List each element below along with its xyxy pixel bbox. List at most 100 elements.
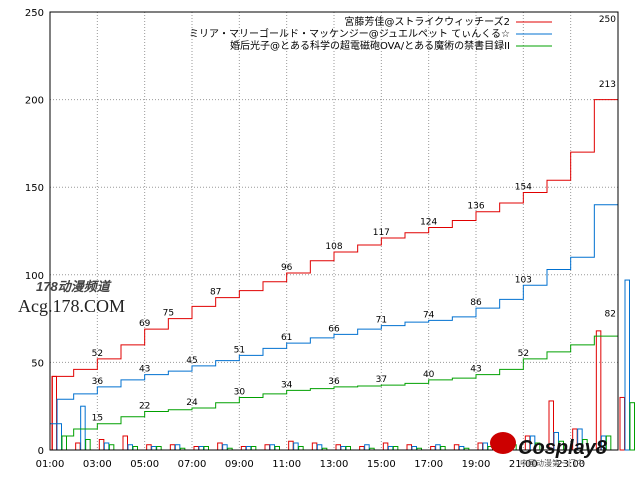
watermark-cosplay8-sub: 中国动漫第一门户: [520, 459, 584, 468]
x-tick-label: 03:00: [83, 459, 112, 470]
data-label: 45: [186, 356, 197, 366]
series-line: [50, 12, 619, 451]
hourly-bar: [193, 445, 199, 451]
data-label: 34: [281, 380, 293, 390]
hourly-bar: [430, 445, 436, 451]
hourly-bar: [298, 445, 304, 451]
data-label: 36: [92, 377, 104, 387]
y-tick-label: 150: [25, 183, 44, 194]
data-label: 103: [515, 275, 532, 285]
point-label-layer: 52 69 75 87 96 108 117 124 136 154 250 36 43 45 51 61 66…: [92, 15, 617, 424]
data-label: 30: [234, 387, 246, 397]
hourly-bar: [127, 444, 133, 451]
data-label: 71: [376, 316, 387, 326]
y-tick-label: 50: [31, 358, 44, 369]
hourly-bar: [264, 444, 270, 451]
hourly-bar: [274, 445, 280, 451]
hourly-bar: [629, 402, 635, 451]
data-label: 40: [423, 370, 435, 380]
hourly-bar: [364, 444, 370, 451]
x-tick-label: 23:00: [556, 459, 585, 470]
data-label: 66: [328, 324, 340, 334]
hourly-bar: [624, 279, 630, 451]
hourly-bar: [340, 445, 346, 451]
hourly-bar: [595, 330, 602, 451]
hourly-bar: [440, 445, 446, 451]
y-tick-label: 0: [38, 446, 44, 457]
data-label: 87: [210, 288, 221, 298]
hourly-bar: [146, 444, 152, 451]
legend-label: ミリア・マリーゴールド・マッケンジー@ジュエルペット てぃんくる☆: [189, 27, 510, 40]
hourly-bar: [411, 445, 417, 451]
hourly-bar: [85, 438, 91, 451]
data-label: 124: [420, 217, 437, 227]
x-tick-label: 07:00: [178, 459, 207, 470]
hourly-bar: [240, 445, 247, 451]
hourly-bar: [288, 440, 294, 451]
hourly-bar: [151, 445, 157, 451]
y-tick-label: 200: [25, 96, 44, 107]
hourly-bar: [203, 445, 209, 451]
data-label: 82: [605, 309, 616, 319]
hourly-bar: [453, 444, 460, 451]
data-label: 136: [467, 202, 484, 212]
hourly-bar: [250, 445, 257, 451]
data-label: 117: [373, 228, 390, 238]
x-tick-label: 21:00: [509, 459, 538, 470]
data-label: 36: [328, 377, 340, 387]
hourly-bar: [198, 445, 204, 451]
series-line: [50, 306, 619, 451]
hourly-bar: [293, 442, 299, 451]
hourly-bar: [382, 442, 389, 451]
legend-label: 婚后光子@とある科学の超電磁砲OVA/とある魔術の禁書目録II: [230, 39, 510, 52]
data-label: 24: [186, 398, 198, 408]
hourly-bar: [605, 435, 612, 451]
hourly-bar: [75, 442, 81, 451]
line-layer: [50, 12, 619, 451]
x-axis: 01:00 03:00 05:00 07:00 09:00 11:00 13:00 15:00…: [36, 459, 585, 470]
hourly-bar: [345, 445, 351, 451]
hourly-bar: [311, 442, 318, 451]
hourly-bar: [335, 444, 341, 451]
watermark-178-url: Acg.178.COM: [18, 296, 125, 316]
y-axis: 0 50 100 150 200 250: [25, 8, 44, 457]
series-line: [50, 76, 619, 425]
data-label: 22: [139, 401, 150, 411]
hourly-bar: [482, 442, 488, 451]
data-label: 52: [92, 349, 103, 359]
data-label: 43: [139, 365, 150, 375]
grid: [49, 11, 618, 451]
y-tick-label: 250: [25, 8, 44, 19]
hourly-bar: [222, 444, 228, 451]
data-label: 74: [423, 310, 435, 320]
hourly-bar: [458, 445, 465, 451]
x-tick-label: 09:00: [225, 459, 254, 470]
hourly-bar: [406, 444, 412, 451]
data-label: 96: [281, 263, 293, 273]
hourly-bar: [316, 444, 323, 451]
x-tick-label: 05:00: [130, 459, 159, 470]
hourly-bar: [103, 442, 110, 451]
hourly-bar: [359, 445, 365, 451]
x-tick-label: 11:00: [272, 459, 301, 470]
hourly-bar: [174, 444, 181, 451]
legend: 宮藤芳佳@ストライクウィッチーズ2ミリア・マリーゴールド・マッケンジー@ジュエル…: [189, 15, 552, 52]
x-tick-label: 19:00: [462, 459, 491, 470]
hourly-bar: [80, 405, 86, 451]
hourly-bar: [56, 423, 62, 451]
data-label: 75: [163, 309, 174, 319]
x-tick-label: 17:00: [414, 459, 443, 470]
hourly-bar: [217, 442, 223, 451]
data-label: 43: [470, 365, 481, 375]
data-label: 15: [92, 414, 103, 424]
y-tick-label: 100: [25, 271, 44, 282]
hourly-bar: [169, 444, 176, 451]
watermark-178-title: 178动漫频道: [36, 279, 110, 294]
data-label: 213: [599, 80, 616, 90]
plot-frame: [49, 11, 619, 451]
hourly-bar: [435, 444, 441, 451]
hourly-bar: [245, 445, 252, 451]
data-label: 52: [518, 349, 529, 359]
hourly-bar: [619, 396, 625, 451]
cosplay8-logo-icon: [490, 432, 516, 454]
